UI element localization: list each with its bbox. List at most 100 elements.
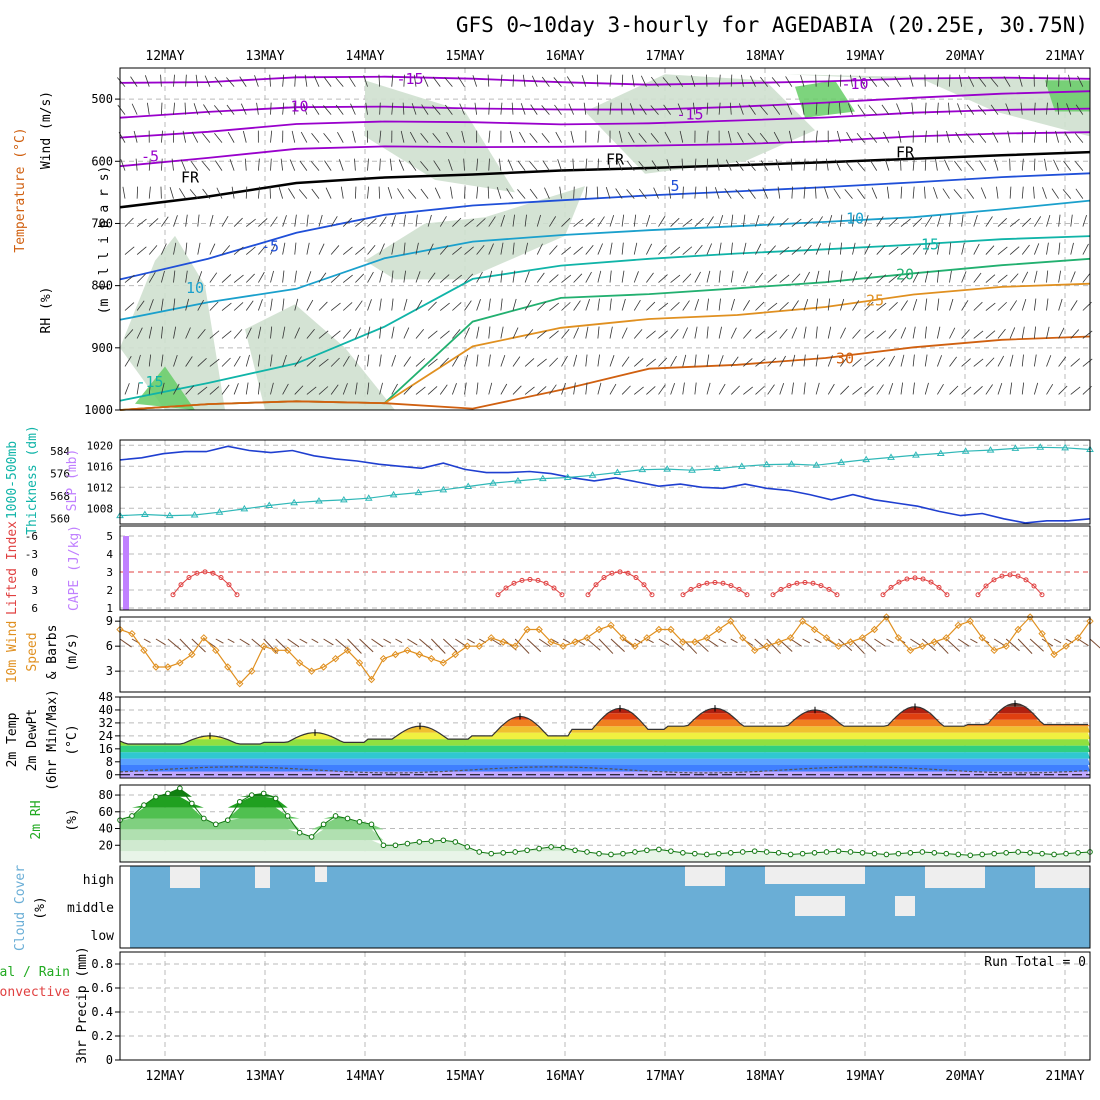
wind-barb <box>160 354 164 367</box>
wind-barb <box>209 301 219 311</box>
wind-barb <box>1082 215 1087 227</box>
lifted-index-point <box>1023 577 1029 583</box>
wind-barb <box>439 274 450 283</box>
wind-barb <box>294 327 301 339</box>
thickness-tick-label: 568 <box>50 490 70 503</box>
surface-wind-barb <box>706 638 719 647</box>
lifted-index-point <box>194 570 200 576</box>
wind-barb <box>415 386 426 395</box>
wind-barb <box>294 270 297 283</box>
wind-barb <box>408 189 417 199</box>
wind-barb <box>352 130 356 143</box>
wind-barb <box>621 270 625 283</box>
wind-barb <box>573 300 581 311</box>
wind-barb <box>900 246 911 255</box>
wind-barb <box>354 354 359 367</box>
rh-frame <box>119 784 1091 863</box>
wind-barb <box>269 74 271 87</box>
wind-barb <box>476 271 483 283</box>
wind-tick-label: 9 <box>106 614 113 628</box>
wind-barb <box>670 246 681 255</box>
rh-band <box>120 807 1090 819</box>
wind-barb <box>992 131 999 143</box>
rh-line <box>119 787 1091 856</box>
wind-speed-point <box>355 659 364 667</box>
surface-wind-barb <box>167 638 182 651</box>
wind-barb <box>452 355 459 367</box>
surface-wind-barb <box>993 638 1005 647</box>
temp-band <box>120 732 1090 740</box>
wind-barb <box>839 270 843 283</box>
wind-barb <box>197 328 206 339</box>
wind-barb <box>997 218 1007 227</box>
rh-point <box>680 849 686 856</box>
wind-barb <box>1003 76 1011 87</box>
wind-barb <box>148 271 156 283</box>
rh-point <box>1063 850 1069 857</box>
wind-barb <box>706 354 710 367</box>
lifted-index-point <box>202 569 208 575</box>
wind-barb <box>911 102 914 115</box>
wind-barb <box>876 302 887 311</box>
wind-barb <box>767 330 778 339</box>
wind-barb <box>549 216 557 227</box>
wind-barb <box>397 188 405 199</box>
wind-barb <box>391 298 394 311</box>
wind-speed-point <box>786 634 795 642</box>
wind-barb <box>658 357 668 367</box>
wind-speed-point <box>774 638 783 646</box>
wind-barb <box>136 273 146 283</box>
rh-point <box>668 848 674 854</box>
wind-barb <box>282 383 289 395</box>
wind-speed-point <box>140 646 148 655</box>
wind-barb <box>148 354 152 367</box>
cloud-gap <box>795 896 845 916</box>
wind-barb <box>524 329 534 339</box>
top-date-label: 21MAY <box>1045 49 1084 64</box>
wind-barb <box>427 301 437 311</box>
wind-barb <box>173 242 177 255</box>
wind-barb <box>706 243 713 255</box>
wind-barb <box>609 383 617 395</box>
wind-barb <box>572 158 575 171</box>
wind-barb <box>803 271 810 283</box>
wind-speed-point <box>248 667 256 675</box>
temp-band <box>120 719 1090 727</box>
wind-barb <box>621 298 626 311</box>
li-tick-label: 3 <box>31 584 38 597</box>
wind-barb <box>840 327 846 339</box>
isotherm--15 <box>119 75 1091 86</box>
rh-point <box>871 850 878 857</box>
wind-barb <box>650 132 659 143</box>
wind-barb <box>136 327 143 339</box>
wind-speed-point <box>703 634 711 642</box>
wind-barb <box>846 131 853 143</box>
wind-speed-point <box>607 621 615 630</box>
wind-barb <box>379 298 382 311</box>
wind-barb <box>597 354 600 367</box>
bottom-date-label: 18MAY <box>745 1069 784 1084</box>
wind-barb <box>258 271 265 283</box>
lifted-index-point <box>1007 572 1013 578</box>
wind-barb <box>827 298 831 311</box>
wind-barb <box>559 186 562 199</box>
wind-barb <box>488 354 491 367</box>
wind-barb <box>767 302 778 311</box>
wind-barb <box>936 270 940 283</box>
wind-barb <box>771 77 781 87</box>
lifted-index-point <box>983 583 989 589</box>
rh-point <box>596 850 602 857</box>
wind-barb <box>1075 188 1084 199</box>
wind-barb <box>270 216 278 227</box>
wind-barb <box>185 242 188 255</box>
wind-barb <box>633 242 638 255</box>
isotherm-label: FR <box>606 150 625 168</box>
wind-barb <box>785 76 793 87</box>
wind-barb <box>1034 243 1040 255</box>
wind-barb <box>173 270 176 283</box>
wind-barb <box>173 74 175 87</box>
wind-barb <box>452 274 462 283</box>
wind-barb <box>767 357 777 367</box>
wind-barb <box>755 214 760 227</box>
wind-barb <box>379 216 387 227</box>
